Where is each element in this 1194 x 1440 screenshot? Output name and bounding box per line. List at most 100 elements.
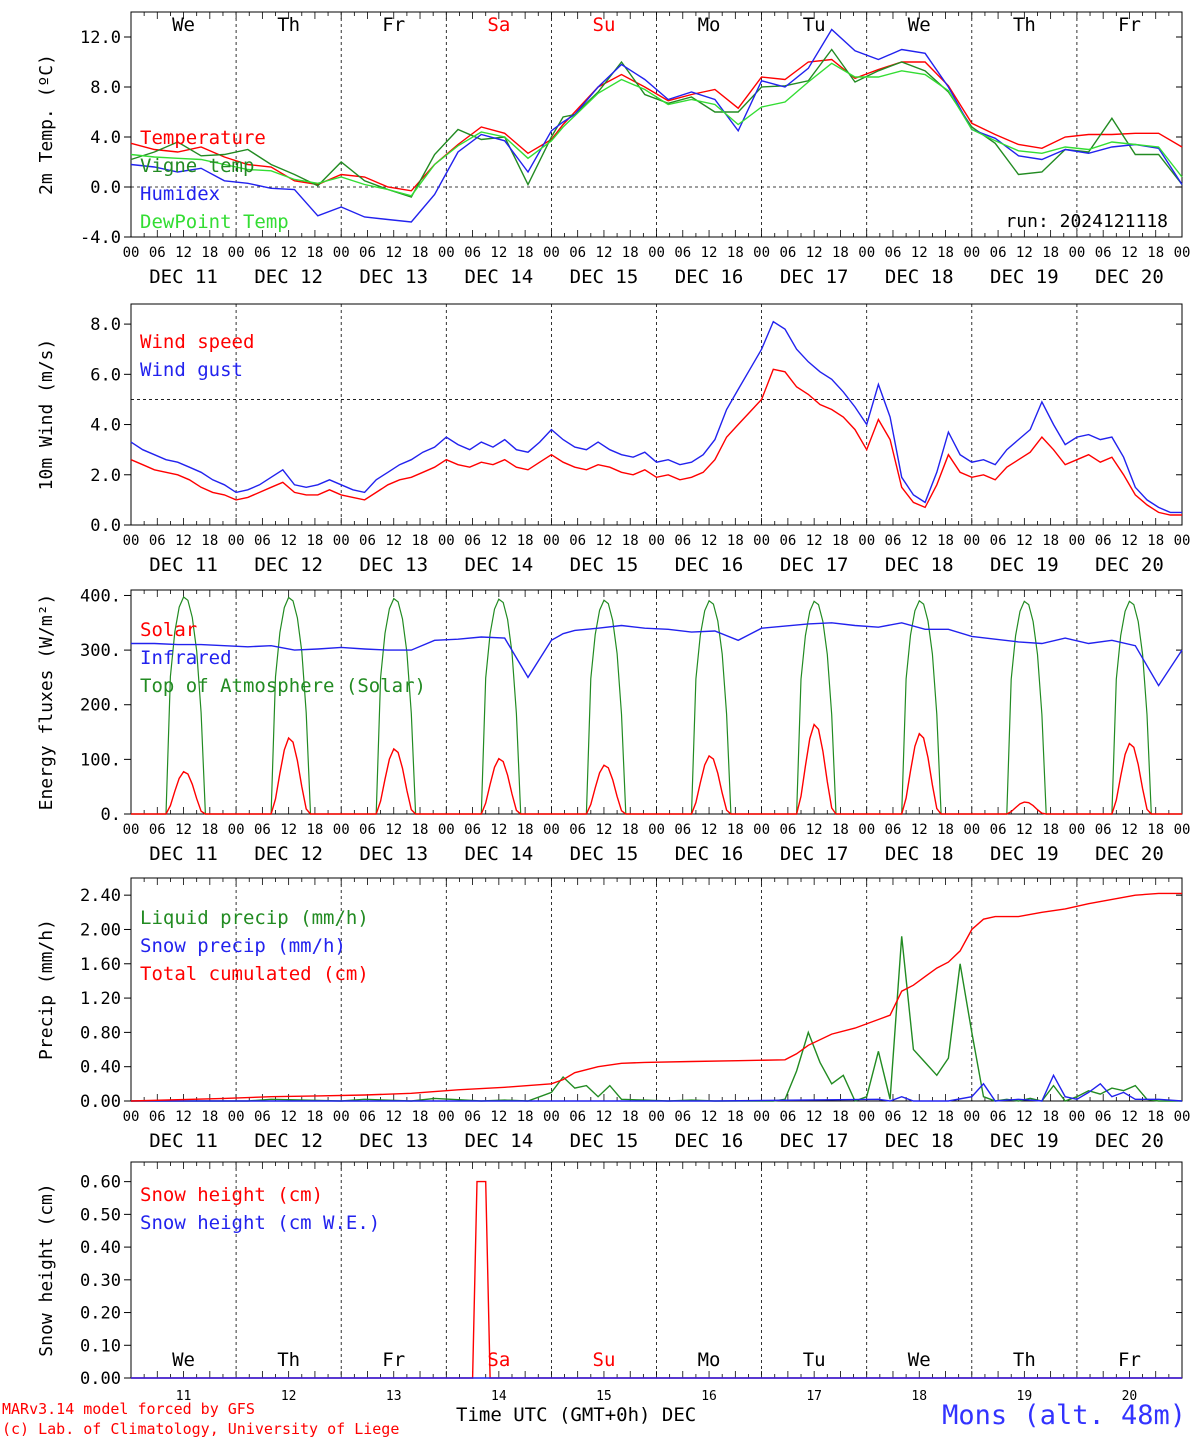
x-hour-label: 00 [228,1109,245,1125]
y-tick-label: 4.0 [90,128,121,148]
x-hour-label: 06 [149,822,166,838]
legend-entry: Total cumulated (cm) [140,963,369,985]
x-hour-label: 12 [806,822,823,838]
legend-entry: Snow precip (mm/h) [140,935,346,957]
day-name-label: We [908,1349,931,1371]
y-tick-label: 8.0 [90,315,121,335]
y-tick-label: 0.40 [80,1238,121,1258]
x-hour-label: 18 [517,245,534,261]
x-hour-label: 12 [490,245,507,261]
x-hour-label: 12 [806,533,823,549]
y-tick-label: 0.00 [80,1092,121,1112]
x-hour-label: 12 [1016,245,1033,261]
x-hour-label: 06 [1095,533,1112,549]
x-date-label: DEC 14 [465,266,534,288]
x-hour-label: 06 [464,533,481,549]
plot-frame [130,11,1183,238]
x-day-number: 20 [1122,1389,1138,1404]
x-hour-label: 18 [937,1109,954,1125]
x-hour-label: 06 [674,245,691,261]
x-hour-label: 00 [1174,822,1191,838]
y-tick-label: 8.0 [90,78,121,98]
x-date-label: DEC 13 [359,1130,428,1152]
x-hour-label: 06 [885,1109,902,1125]
x-hour-label: 06 [779,245,796,261]
x-hour-label: 18 [517,1109,534,1125]
y-tick-label: 0.80 [80,1023,121,1043]
x-hour-label: 00 [228,822,245,838]
x-hour-label: 00 [438,533,455,549]
x-date-label: DEC 19 [990,266,1059,288]
x-date-label: DEC 13 [359,554,428,576]
x-day-number: 18 [911,1389,927,1404]
x-hour-label: 18 [412,533,429,549]
y-tick-label: 400. [80,586,121,606]
x-hour-label: 06 [149,1109,166,1125]
x-hour-label: 00 [858,533,875,549]
x-hour-label: 12 [911,1109,928,1125]
day-name-label: Th [277,1349,300,1371]
x-day-number: 13 [386,1389,402,1404]
x-hour-label: 00 [543,1109,560,1125]
x-hour-label: 06 [885,533,902,549]
x-hour-label: 00 [858,245,875,261]
x-hour-label: 18 [727,822,744,838]
legend-entry: Snow height (cm) [140,1184,323,1206]
x-hour-label: 18 [832,245,849,261]
x-hour-label: 12 [701,1109,718,1125]
y-axis-title: Energy fluxes (W/m²) [36,594,57,811]
x-date-label: DEC 20 [1095,554,1164,576]
x-hour-label: 12 [806,1109,823,1125]
x-hour-label: 06 [359,533,376,549]
x-hour-label: 12 [911,533,928,549]
x-hour-label: 06 [569,245,586,261]
series-solar [131,723,1182,815]
x-hour-label: 12 [596,245,613,261]
x-hour-label: 18 [306,245,323,261]
x-date-label: DEC 13 [359,843,428,865]
y-axis-title: 2m Temp. (ºC) [36,54,57,195]
x-hour-label: 18 [517,822,534,838]
y-tick-label: 1.60 [80,955,121,975]
x-date-label: DEC 15 [570,1130,639,1152]
x-hour-label: 12 [385,1109,402,1125]
x-hour-label: 12 [385,822,402,838]
x-date-label: DEC 18 [885,266,954,288]
day-name-label: Fr [1118,1349,1141,1371]
x-hour-label: 12 [1121,245,1138,261]
series-snow-precip-mm-h [131,1073,1183,1102]
x-hour-label: 00 [438,822,455,838]
x-hour-label: 12 [1121,533,1138,549]
x-hour-label: 12 [701,245,718,261]
x-hour-label: 06 [254,1109,271,1125]
series-total-cumulated-cm [130,892,1182,1102]
x-hour-label: 06 [1095,1109,1112,1125]
x-hour-label: 00 [858,1109,875,1125]
x-hour-label: 06 [464,822,481,838]
x-day-number: 12 [281,1389,297,1404]
x-hour-label: 18 [727,245,744,261]
y-axis-title: 10m Wind (m/s) [36,339,57,491]
x-hour-label: 06 [569,533,586,549]
x-hour-label: 12 [385,245,402,261]
x-day-number: 17 [806,1389,822,1404]
x-hour-label: 12 [280,822,297,838]
x-hour-label: 12 [175,1109,192,1125]
y-tick-label: 12.0 [80,28,121,48]
x-date-label: DEC 14 [465,843,534,865]
x-hour-label: 00 [648,245,665,261]
y-tick-label: 100. [80,750,121,770]
x-date-label: DEC 16 [675,843,744,865]
x-day-number: 16 [701,1389,717,1404]
x-hour-label: 00 [333,533,350,549]
x-hour-label: 12 [596,1109,613,1125]
day-name-label: Th [1013,14,1036,36]
y-tick-label: 0.20 [80,1304,121,1324]
x-hour-label: 18 [201,1109,218,1125]
x-hour-label: 12 [385,533,402,549]
legend-entry: Snow height (cm W.E.) [140,1212,380,1234]
day-name-label: Mo [698,14,721,36]
x-hour-label: 18 [1147,822,1164,838]
day-name-label: Tu [803,1349,826,1371]
x-date-label: DEC 12 [254,843,323,865]
